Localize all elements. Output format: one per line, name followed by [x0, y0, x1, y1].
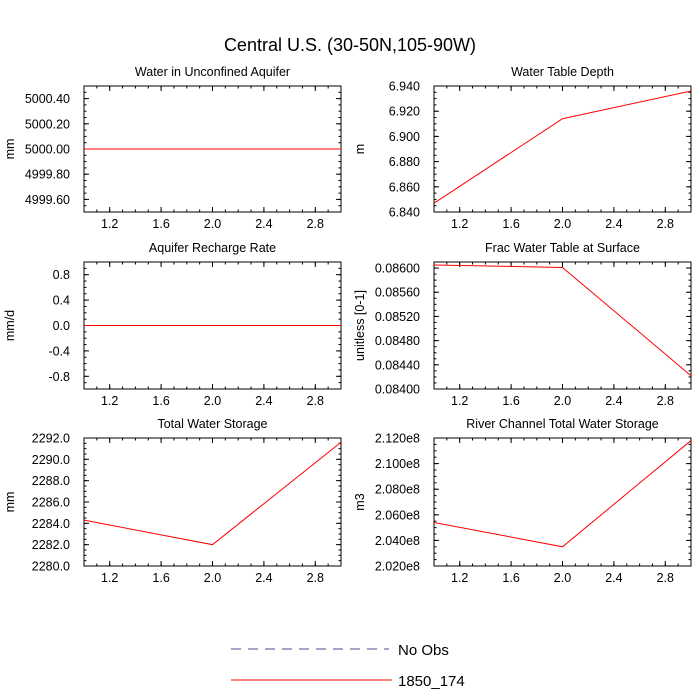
panel-title: Total Water Storage — [157, 417, 267, 431]
y-tick-label: 2290.0 — [32, 453, 70, 467]
y-tick-label: 2292.0 — [32, 432, 70, 446]
y-tick-label: 0.8 — [53, 268, 70, 282]
panel-title: Water Table Depth — [511, 65, 614, 79]
y-tick-label: 2284.0 — [32, 517, 70, 531]
x-tick-label: 2.0 — [204, 217, 221, 231]
plot-frame — [433, 261, 692, 390]
x-tick-label: 2.4 — [605, 394, 622, 408]
plot-frame — [433, 85, 692, 213]
x-tick-label: 1.6 — [502, 571, 519, 585]
panel-3: Aquifer Recharge Rate mm/d 1.2 1.6 2.0 2.4 2.8… — [3, 241, 342, 408]
y-tick-label: 2.040e8 — [375, 534, 420, 548]
y-tick-label: 4999.80 — [25, 168, 70, 182]
y-tick-label: 0.08480 — [375, 334, 420, 348]
y-tick-label: 6.840 — [389, 206, 420, 220]
x-tick-label: 1.6 — [152, 217, 169, 231]
x-tick-label: 1.2 — [451, 571, 468, 585]
y-axis-label: mm — [3, 139, 17, 160]
y-tick-label: 6.880 — [389, 155, 420, 169]
y-tick-label: 0.08560 — [375, 286, 420, 300]
legend-label-1850-174: 1850_174 — [398, 673, 465, 690]
y-axis-label: m — [353, 144, 367, 154]
panel-5: Total Water Storage mm 1.2 1.6 2.0 2.4 2.8 2280… — [3, 417, 342, 585]
y-tick-label: 2.020e8 — [375, 560, 420, 574]
x-tick-label: 1.2 — [451, 394, 468, 408]
x-tick-label: 1.6 — [152, 571, 169, 585]
x-tick-label: 1.2 — [101, 571, 118, 585]
x-tick-label: 1.6 — [502, 394, 519, 408]
y-tick-label: 6.900 — [389, 130, 420, 144]
x-tick-label: 2.0 — [554, 571, 571, 585]
panels: Water in Unconfined Aquifer mm 1.2 1.6 2.0 2.… — [3, 65, 692, 585]
x-tick-label: 1.6 — [152, 394, 169, 408]
y-tick-label: 0.08400 — [375, 383, 420, 397]
series-line-1850_174 — [433, 90, 692, 204]
y-tick-label: 2288.0 — [32, 474, 70, 488]
x-tick-label: 2.4 — [605, 217, 622, 231]
x-tick-label: 2.4 — [605, 571, 622, 585]
x-tick-label: 1.2 — [101, 217, 118, 231]
y-tick-label: 2.100e8 — [375, 457, 420, 471]
y-axis-label: mm/d — [3, 310, 17, 341]
x-tick-label: 2.8 — [657, 394, 674, 408]
x-tick-label: 2.0 — [554, 217, 571, 231]
figure-title: Central U.S. (30-50N,105-90W) — [224, 35, 476, 55]
series-line-1850_174 — [433, 440, 692, 548]
panel-title: Water in Unconfined Aquifer — [135, 65, 290, 79]
y-tick-label: 4999.60 — [25, 193, 70, 207]
x-tick-label: 2.8 — [307, 217, 324, 231]
y-axis-label: m3 — [353, 493, 367, 510]
x-tick-label: 1.2 — [451, 217, 468, 231]
y-tick-label: 2282.0 — [32, 538, 70, 552]
y-tick-label: 6.920 — [389, 105, 420, 119]
x-tick-label: 2.4 — [255, 394, 272, 408]
panel-title: Frac Water Table at Surface — [485, 241, 640, 255]
y-tick-label: 0.08520 — [375, 310, 420, 324]
x-tick-label: 2.8 — [657, 571, 674, 585]
y-tick-label: 2.120e8 — [375, 432, 420, 446]
y-axis-label: mm — [3, 492, 17, 513]
x-tick-label: 2.0 — [554, 394, 571, 408]
y-tick-label: 0.0 — [53, 319, 70, 333]
legend: No Obs 1850_174 — [231, 642, 465, 690]
y-tick-label: 5000.20 — [25, 117, 70, 131]
y-tick-label: -0.8 — [48, 370, 70, 384]
x-tick-label: 2.4 — [255, 571, 272, 585]
panel-1: Water in Unconfined Aquifer mm 1.2 1.6 2.0 2.… — [3, 65, 342, 231]
y-tick-label: 2286.0 — [32, 496, 70, 510]
y-tick-label: 2.060e8 — [375, 508, 420, 522]
x-tick-label: 1.6 — [502, 217, 519, 231]
y-tick-label: -0.4 — [48, 344, 70, 358]
series-line-1850_174 — [83, 441, 342, 546]
y-tick-label: 2.080e8 — [375, 483, 420, 497]
y-tick-label: 6.940 — [389, 80, 420, 94]
y-tick-label: 0.08600 — [375, 262, 420, 276]
y-tick-label: 6.860 — [389, 180, 420, 194]
x-tick-label: 2.8 — [657, 217, 674, 231]
legend-label-no-obs: No Obs — [398, 642, 449, 659]
panel-title: River Channel Total Water Storage — [466, 417, 659, 431]
x-tick-label: 2.4 — [255, 217, 272, 231]
panel-4: Frac Water Table at Surface unitless [0-1… — [353, 241, 692, 408]
x-tick-label: 1.2 — [101, 394, 118, 408]
panel-title: Aquifer Recharge Rate — [149, 241, 276, 255]
x-tick-label: 2.0 — [204, 571, 221, 585]
y-tick-label: 0.08440 — [375, 358, 420, 372]
panel-6: River Channel Total Water Storage m3 1.2 1.… — [353, 417, 692, 585]
y-tick-label: 2280.0 — [32, 560, 70, 574]
y-tick-label: 5000.00 — [25, 143, 70, 157]
series-line-1850_174 — [433, 264, 692, 377]
panel-2: Water Table Depth m 1.2 1.6 2.0 2.4 2.8 6.840 6.… — [353, 65, 692, 231]
y-tick-label: 0.4 — [53, 294, 70, 308]
y-axis-label: unitless [0-1] — [353, 290, 367, 361]
plot-frame — [83, 437, 342, 567]
y-tick-label: 5000.40 — [25, 92, 70, 106]
x-tick-label: 2.8 — [307, 571, 324, 585]
x-tick-label: 2.0 — [204, 394, 221, 408]
x-tick-label: 2.8 — [307, 394, 324, 408]
